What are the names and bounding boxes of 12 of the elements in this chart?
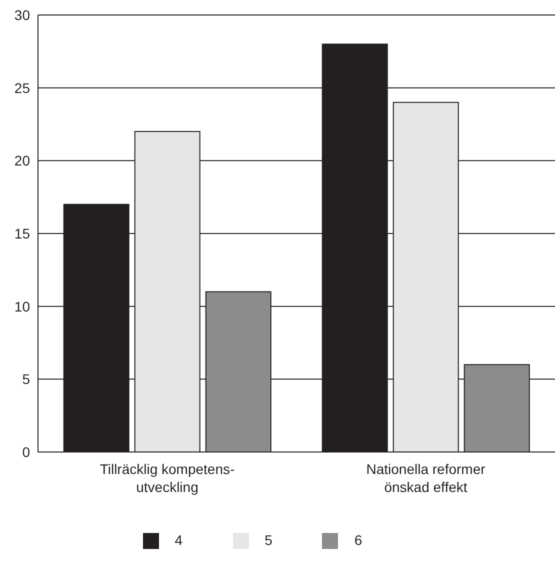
x-tick-label: Nationella reformer önskad effekt (366, 461, 486, 495)
y-tick-label: 5 (22, 371, 30, 388)
y-tick-label: 10 (14, 298, 30, 314)
y-tick-label: 25 (14, 80, 30, 96)
legend-label: 6 (354, 532, 362, 548)
legend-label: 5 (264, 532, 272, 548)
y-tick-label: 20 (14, 152, 30, 169)
y-tick-label: 15 (14, 225, 30, 242)
legend-label: 4 (174, 532, 183, 548)
y-tick-label: 30 (14, 6, 30, 23)
y-tick-label: 0 (22, 444, 30, 460)
x-tick-label: Tillräcklig kompetens-utveckling (100, 461, 236, 495)
